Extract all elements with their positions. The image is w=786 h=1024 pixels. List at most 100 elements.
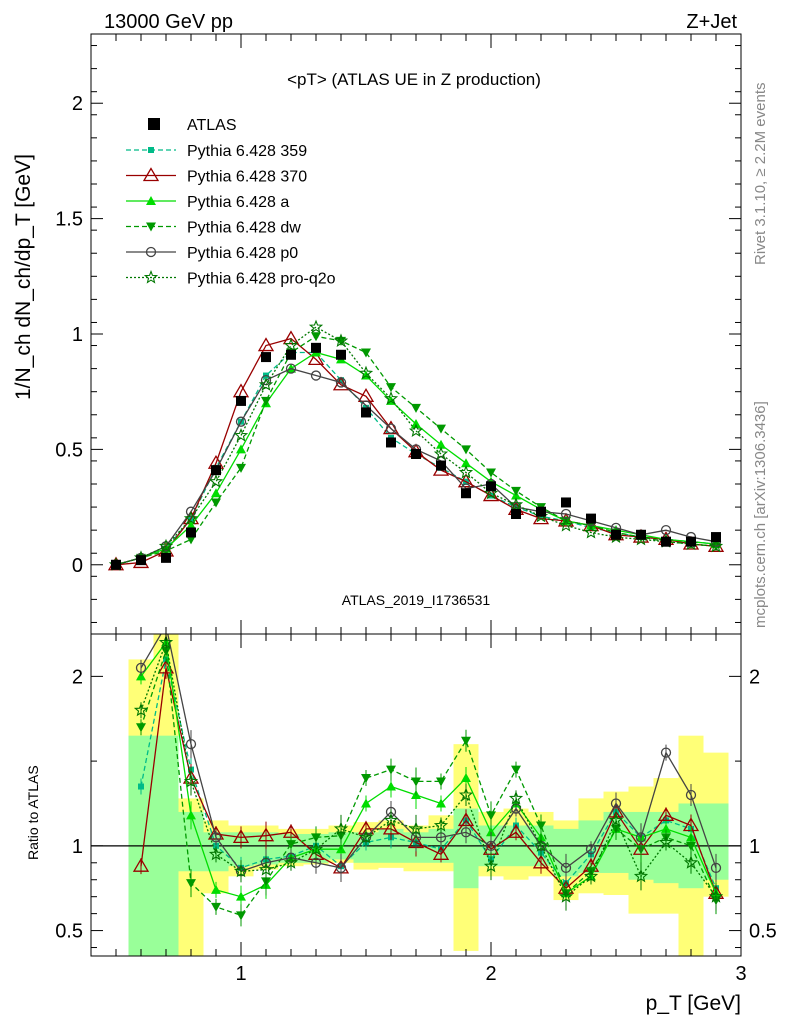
ratio-point	[383, 812, 399, 827]
legend-marker	[146, 196, 156, 205]
ratio-point	[461, 736, 471, 746]
data-point	[136, 555, 146, 566]
ratio-point	[132, 857, 150, 872]
ratio-point	[460, 827, 472, 838]
ratio-point	[210, 832, 222, 843]
ratio-point	[486, 811, 496, 821]
data-point	[561, 497, 571, 508]
ratio-point	[311, 833, 321, 843]
series-point	[257, 337, 275, 352]
ratio-point	[483, 858, 499, 873]
stat-band	[128, 735, 154, 956]
data-point	[161, 552, 171, 563]
series-point	[433, 446, 449, 461]
legend-marker	[146, 222, 156, 232]
data-point	[261, 352, 271, 363]
y-tick-label-right: 1	[749, 836, 760, 858]
ratio-point	[485, 840, 497, 851]
series-point	[158, 538, 174, 553]
series-point	[211, 498, 221, 508]
series-point	[211, 488, 221, 498]
data-point	[536, 506, 546, 517]
ratio-point	[585, 844, 597, 855]
series-point	[236, 463, 246, 473]
legend: ATLAS Pythia 6.428 359 Pythia 6.428 370 Pyt…	[126, 117, 336, 288]
data-point	[636, 529, 646, 540]
ratio-point	[361, 774, 371, 784]
y-tick-label: 0	[72, 555, 83, 577]
ratio-point	[308, 841, 324, 856]
series-point	[283, 337, 299, 352]
ratio-point	[186, 810, 196, 820]
data-point	[461, 488, 471, 499]
atlas-data	[111, 342, 721, 570]
ratio-point	[183, 773, 199, 788]
data-point	[236, 395, 246, 406]
ratio-point	[333, 821, 349, 835]
series-point	[708, 538, 724, 553]
y-tick-label: 1.5	[55, 209, 83, 231]
ratio-point	[386, 765, 396, 775]
ratio-point	[610, 798, 622, 809]
ratio-point	[408, 821, 424, 835]
ratio-point	[683, 855, 699, 869]
ratio-point	[661, 823, 671, 833]
ratio-point	[458, 787, 474, 802]
series-point	[307, 351, 325, 366]
series-point	[208, 474, 224, 488]
legend-marker	[142, 167, 160, 182]
series-point	[486, 468, 496, 478]
ratio-point	[508, 790, 524, 805]
x-tick-label: 2	[485, 963, 496, 985]
ratio-line	[140, 640, 717, 898]
y-tick-label: 1	[72, 836, 83, 858]
ratio-point	[635, 832, 647, 843]
ratio-series-6	[133, 634, 724, 911]
ratio-point	[533, 838, 549, 852]
legend-label: Pythia 6.428 370	[187, 169, 307, 186]
series-point	[186, 535, 196, 545]
data-point	[436, 460, 446, 471]
data-point	[336, 349, 346, 360]
series-point	[383, 391, 399, 405]
series-point	[411, 403, 421, 413]
series-point	[310, 370, 322, 381]
data-point	[386, 437, 396, 448]
data-point	[186, 527, 196, 538]
ratio-point	[158, 634, 174, 649]
ratio-point	[657, 807, 675, 821]
ratio-point	[382, 820, 400, 835]
series-point	[508, 497, 524, 511]
ratio-point	[386, 781, 396, 791]
ratio-point	[560, 862, 572, 874]
ratio-point	[208, 846, 224, 861]
data-point	[711, 532, 721, 543]
legend-label: Pythia 6.428 a	[187, 194, 289, 211]
ratio-point	[558, 889, 574, 903]
stat-band	[153, 735, 179, 956]
ratio-point	[133, 702, 149, 717]
series-point	[583, 524, 599, 539]
legend-label: ATLAS	[187, 117, 237, 134]
series-point	[461, 458, 471, 468]
data-point	[411, 449, 421, 459]
x-axis-label: p_T [GeV]	[646, 992, 741, 1015]
ratio-line	[140, 659, 717, 889]
series-point	[458, 464, 474, 479]
ratio-line	[140, 634, 717, 873]
y-tick-label: 0.5	[55, 921, 83, 943]
series-point	[333, 333, 349, 348]
data-point	[211, 465, 221, 476]
ratio-point	[135, 662, 147, 674]
data-point	[611, 529, 621, 540]
y-tick-label: 0.5	[55, 439, 83, 461]
ratio-point	[283, 855, 299, 869]
series-point	[358, 365, 374, 380]
ratio-point	[136, 723, 146, 733]
data-point	[361, 407, 371, 418]
legend-marker	[148, 147, 154, 153]
ratio-point	[236, 891, 246, 901]
y-tick-label-right: 2	[749, 666, 760, 688]
series-point	[282, 330, 300, 345]
ratio-plot: 0.5 0.5 1 1 2 2 1 2 3 p_T [GeV] Ratio to ATLAS	[25, 633, 777, 1015]
